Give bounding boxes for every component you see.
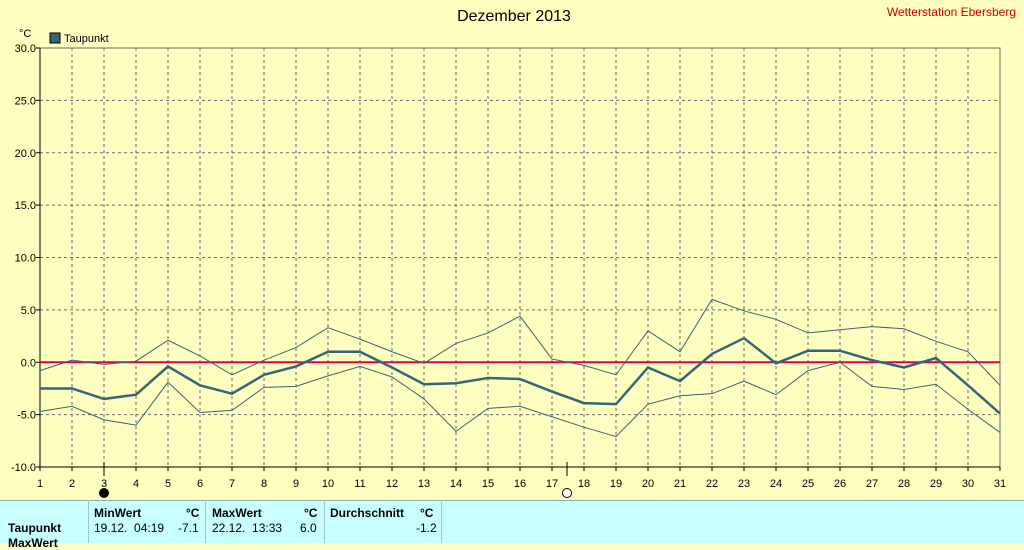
avg-unit: °C bbox=[420, 506, 434, 520]
row-label: Taupunkt bbox=[8, 521, 62, 535]
x-tick-label: 14 bbox=[450, 478, 462, 490]
panel-separator bbox=[441, 500, 442, 543]
series-line-min bbox=[39, 361, 1001, 438]
y-tick-label: 25.0 bbox=[15, 95, 36, 107]
x-tick-label: 13 bbox=[418, 478, 430, 490]
y-axis-unit: °C bbox=[19, 28, 31, 40]
y-tick-label: 0.0 bbox=[21, 357, 36, 369]
x-tick-label: 8 bbox=[261, 478, 267, 490]
x-tick-label: 6 bbox=[197, 478, 203, 490]
y-tick-label: 30.0 bbox=[15, 43, 36, 55]
max-unit: °C bbox=[304, 506, 318, 520]
min-header: MinWert bbox=[94, 506, 142, 520]
x-tick-label: 18 bbox=[578, 478, 590, 490]
y-tick-label: 20.0 bbox=[15, 148, 36, 160]
max-time: 22.12. 13:33 bbox=[212, 521, 283, 535]
chart-axes bbox=[36, 47, 1001, 476]
x-tick-label: 16 bbox=[514, 478, 526, 490]
y-tick-label: -5.0 bbox=[17, 410, 36, 422]
row-label-2: MaxWert bbox=[8, 536, 58, 550]
max-header: MaxWert bbox=[212, 506, 262, 520]
x-tick-label: 7 bbox=[229, 478, 235, 490]
avg-value: -1.2 bbox=[416, 521, 437, 535]
series-line-max bbox=[39, 298, 1001, 386]
x-tick-label: 3 bbox=[101, 478, 107, 490]
series-line-mean bbox=[40, 336, 1001, 415]
x-tick-label: 29 bbox=[930, 478, 942, 490]
y-tick-label: 10.0 bbox=[15, 253, 36, 265]
legend-label: Taupunkt bbox=[64, 33, 109, 45]
new-moon-icon bbox=[99, 488, 109, 498]
panel-separator bbox=[205, 500, 206, 543]
y-tick-label: 5.0 bbox=[21, 305, 36, 317]
max-value: 6.0 bbox=[300, 521, 317, 535]
chart-grid bbox=[40, 48, 1000, 467]
x-tick-label: 17 bbox=[546, 478, 558, 490]
summary-panel bbox=[0, 500, 1024, 543]
x-tick-label: 27 bbox=[866, 478, 878, 490]
x-tick-label: 22 bbox=[706, 478, 718, 490]
min-time: 19.12. 04:19 bbox=[94, 521, 165, 535]
legend-swatch bbox=[49, 32, 61, 44]
chart-series bbox=[39, 298, 1001, 438]
x-tick-label: 26 bbox=[834, 478, 846, 490]
x-tick-label: 9 bbox=[293, 478, 299, 490]
chart-title: Dezember 2013 bbox=[457, 8, 571, 25]
x-tick-label: 12 bbox=[386, 478, 398, 490]
x-tick-label: 2 bbox=[69, 478, 75, 490]
avg-header: Durchschnitt bbox=[330, 506, 405, 520]
x-tick-label: 25 bbox=[802, 478, 814, 490]
station-name: Wetterstation Ebersberg bbox=[887, 5, 1016, 19]
x-tick-label: 4 bbox=[133, 478, 139, 490]
panel-top-border bbox=[0, 500, 1024, 501]
x-tick-label: 1 bbox=[37, 478, 43, 490]
x-tick-label: 19 bbox=[610, 478, 622, 490]
min-unit: °C bbox=[186, 506, 200, 520]
x-tick-label: 15 bbox=[482, 478, 494, 490]
x-tick-label: 23 bbox=[738, 478, 750, 490]
x-tick-label: 10 bbox=[322, 478, 334, 490]
x-tick-label: 28 bbox=[898, 478, 910, 490]
x-tick-label: 21 bbox=[674, 478, 686, 490]
x-tick-label: 11 bbox=[354, 478, 365, 490]
x-tick-label: 24 bbox=[770, 478, 782, 490]
x-tick-label: 31 bbox=[994, 478, 1006, 490]
panel-separator bbox=[324, 500, 325, 543]
min-value: -7.1 bbox=[178, 521, 199, 535]
full-moon-icon bbox=[562, 488, 572, 498]
y-tick-label: 15.0 bbox=[15, 200, 36, 212]
x-tick-label: 5 bbox=[165, 478, 171, 490]
y-tick-label: -10.0 bbox=[11, 462, 36, 474]
chart-labels: 30.025.020.015.010.05.00.0-5.0-10.01 2 3 4 5… bbox=[11, 5, 1016, 498]
panel-separator bbox=[88, 500, 89, 543]
dewpoint-chart: 30.025.020.015.010.05.00.0-5.0-10.01 2 3 4 5… bbox=[11, 5, 1016, 498]
x-tick-label: 20 bbox=[642, 478, 654, 490]
x-tick-label: 30 bbox=[962, 478, 974, 490]
